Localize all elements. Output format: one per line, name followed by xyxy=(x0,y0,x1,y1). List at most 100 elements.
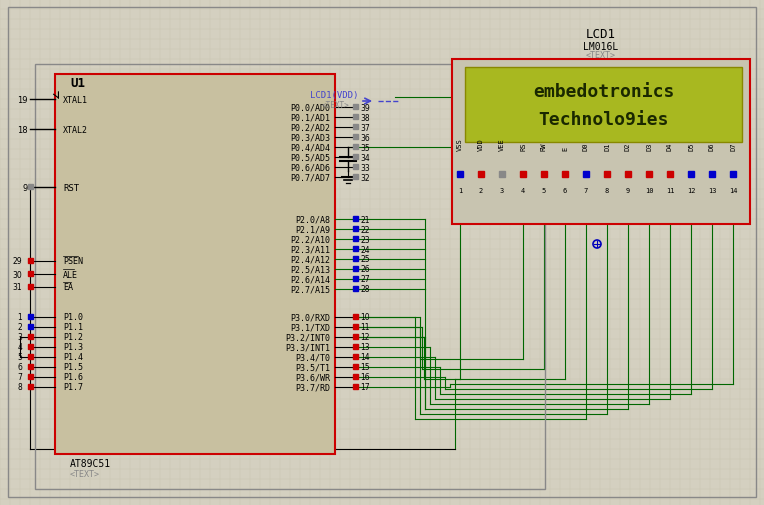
Bar xyxy=(28,374,33,379)
Text: embedotronics: embedotronics xyxy=(533,83,674,101)
Text: 19: 19 xyxy=(18,95,28,105)
Text: 14: 14 xyxy=(360,353,370,362)
Text: 39: 39 xyxy=(360,104,370,112)
Bar xyxy=(353,227,358,231)
Text: P0.7/AD7: P0.7/AD7 xyxy=(290,173,330,182)
Text: 3: 3 xyxy=(17,333,22,342)
Text: 1: 1 xyxy=(18,313,22,322)
Text: VSS: VSS xyxy=(457,138,463,150)
Text: Technolo9ies: Technolo9ies xyxy=(539,111,668,129)
Bar xyxy=(709,172,715,178)
Text: D1: D1 xyxy=(604,142,610,150)
Text: P0.3/AD3: P0.3/AD3 xyxy=(290,133,330,142)
Text: LCD1: LCD1 xyxy=(586,28,616,41)
Text: P2.3/A11: P2.3/A11 xyxy=(290,245,330,254)
Bar xyxy=(465,68,742,143)
Bar xyxy=(353,155,358,160)
Bar xyxy=(353,115,358,120)
Text: 29: 29 xyxy=(12,257,22,266)
Text: P0.6/AD6: P0.6/AD6 xyxy=(290,163,330,172)
Text: 14: 14 xyxy=(729,188,737,193)
Text: D0: D0 xyxy=(583,142,589,150)
Bar xyxy=(353,105,358,110)
Text: P0.4/AD4: P0.4/AD4 xyxy=(290,143,330,152)
Text: 17: 17 xyxy=(360,383,370,392)
Text: 38: 38 xyxy=(360,113,370,122)
Bar xyxy=(353,286,358,291)
Bar xyxy=(353,267,358,272)
Bar xyxy=(520,172,526,178)
Bar xyxy=(28,259,33,264)
Bar xyxy=(688,172,694,178)
Text: P2.1/A9: P2.1/A9 xyxy=(295,225,330,234)
Text: P3.3/INT1: P3.3/INT1 xyxy=(285,343,330,352)
Text: P3.7/RD: P3.7/RD xyxy=(295,383,330,392)
Text: D7: D7 xyxy=(730,142,736,150)
Bar xyxy=(625,172,631,178)
Text: RS: RS xyxy=(520,142,526,150)
Text: P3.0/RXD: P3.0/RXD xyxy=(290,313,330,322)
Text: 9: 9 xyxy=(23,183,28,192)
Bar xyxy=(667,172,673,178)
Text: <TEXT>: <TEXT> xyxy=(322,101,350,110)
Text: 15: 15 xyxy=(360,363,370,372)
Text: 26: 26 xyxy=(360,265,370,274)
Text: 5: 5 xyxy=(17,353,22,362)
Text: P1.1: P1.1 xyxy=(63,323,83,332)
Bar xyxy=(28,334,33,339)
Bar xyxy=(730,172,736,178)
Text: 27: 27 xyxy=(360,275,370,284)
Text: 7: 7 xyxy=(17,373,22,382)
Text: <TEXT>: <TEXT> xyxy=(586,51,616,60)
Bar xyxy=(28,344,33,349)
Text: VEE: VEE xyxy=(499,138,505,150)
Bar xyxy=(478,172,484,178)
Text: P2.7/A15: P2.7/A15 xyxy=(290,285,330,294)
Text: 2: 2 xyxy=(18,323,22,332)
Text: LCD1(VDD): LCD1(VDD) xyxy=(310,91,358,100)
Text: D2: D2 xyxy=(625,142,631,150)
Text: D6: D6 xyxy=(709,142,715,150)
Text: 24: 24 xyxy=(360,245,370,254)
Text: 10: 10 xyxy=(360,313,370,322)
Bar xyxy=(28,364,33,369)
Bar xyxy=(28,185,33,189)
Text: 21: 21 xyxy=(360,215,370,224)
Text: P1.3: P1.3 xyxy=(63,343,83,352)
Bar xyxy=(499,172,505,178)
Text: 28: 28 xyxy=(360,285,370,294)
Text: 1: 1 xyxy=(458,188,462,193)
Bar xyxy=(353,135,358,140)
Text: P1.5: P1.5 xyxy=(63,363,83,372)
Text: ALE: ALE xyxy=(63,270,78,279)
Bar xyxy=(353,344,358,349)
Text: 18: 18 xyxy=(18,125,28,134)
Text: 4: 4 xyxy=(17,343,22,352)
Text: RW: RW xyxy=(541,142,547,150)
Text: 7: 7 xyxy=(584,188,588,193)
Text: AT89C51: AT89C51 xyxy=(70,458,111,468)
Text: 8: 8 xyxy=(18,383,22,392)
Text: 5: 5 xyxy=(542,188,546,193)
Text: U1: U1 xyxy=(70,77,85,90)
Bar xyxy=(353,257,358,262)
Text: 32: 32 xyxy=(360,173,370,182)
Text: D5: D5 xyxy=(688,142,694,150)
Bar xyxy=(353,125,358,130)
Bar xyxy=(353,315,358,319)
Text: 13: 13 xyxy=(360,343,370,352)
Bar xyxy=(28,284,33,289)
Bar xyxy=(353,384,358,389)
Text: 3: 3 xyxy=(500,188,504,193)
Text: 25: 25 xyxy=(360,255,370,264)
Bar xyxy=(353,334,358,339)
Text: P0.1/AD1: P0.1/AD1 xyxy=(290,113,330,122)
Text: 12: 12 xyxy=(687,188,695,193)
Bar xyxy=(353,165,358,170)
Text: P2.2/A10: P2.2/A10 xyxy=(290,235,330,244)
Bar xyxy=(28,355,33,359)
Text: 23: 23 xyxy=(360,235,370,244)
Text: P1.4: P1.4 xyxy=(63,353,83,362)
Bar xyxy=(583,172,589,178)
Text: 10: 10 xyxy=(645,188,653,193)
